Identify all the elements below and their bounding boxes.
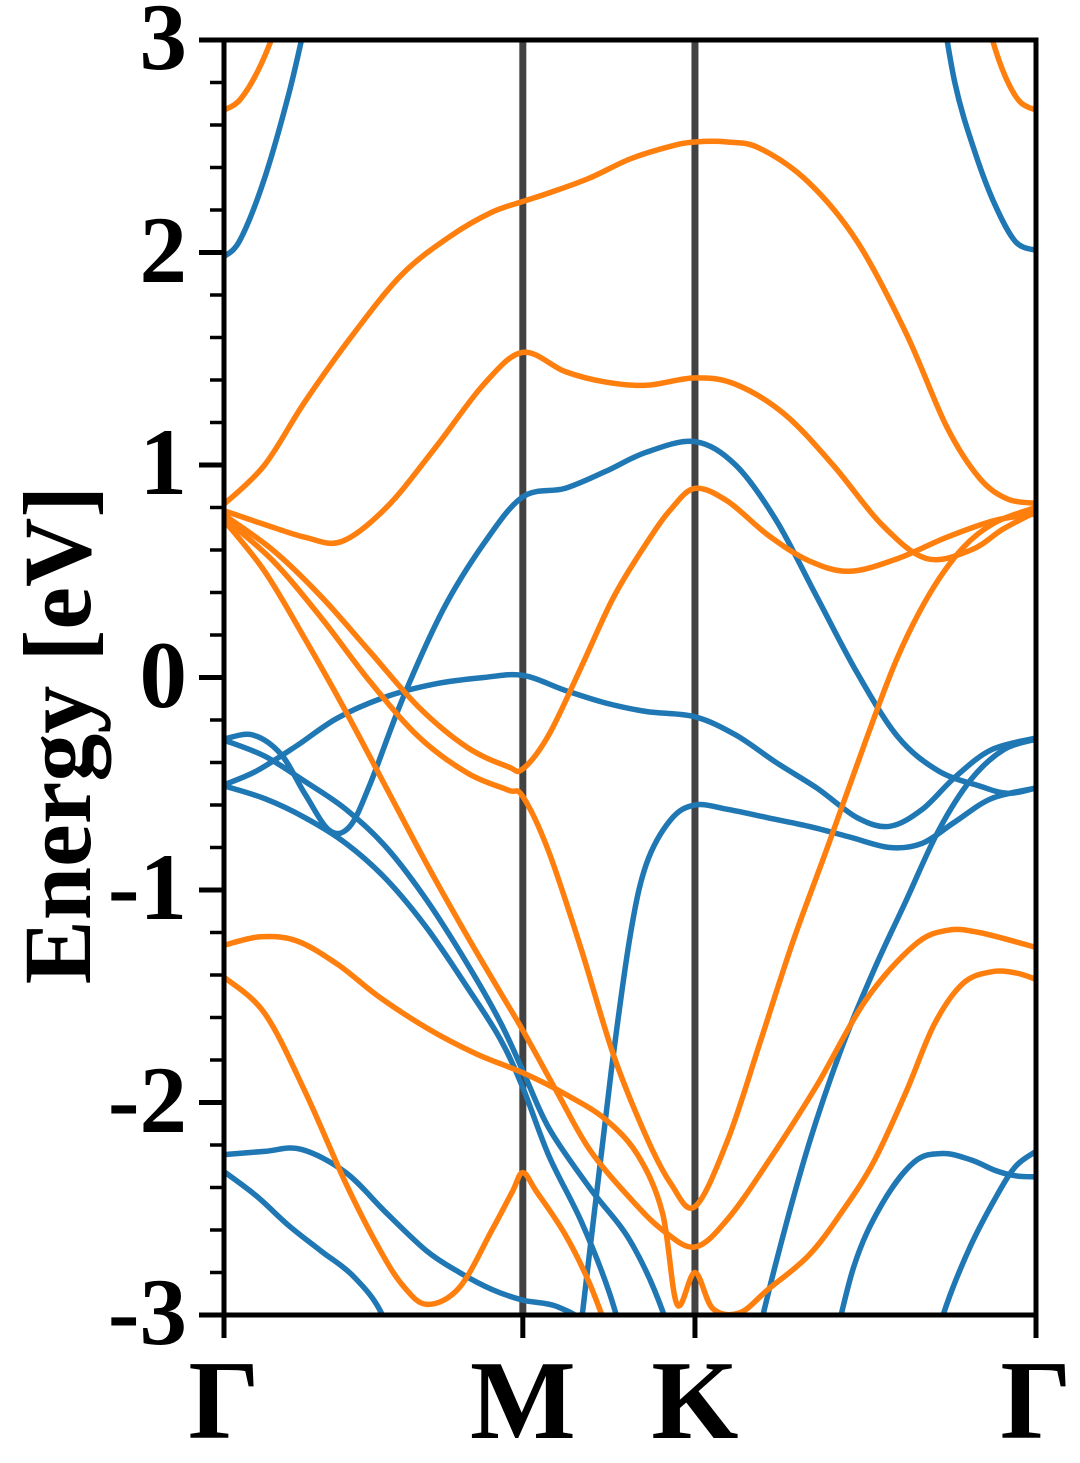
- bands-orange-curve: [224, 349, 1036, 563]
- bands-blue-curve: [224, 438, 1036, 837]
- bands-orange-curve: [224, 974, 605, 1315]
- bands-blue-curve: [224, 1145, 580, 1315]
- bands-orange-curve: [224, 517, 1036, 1250]
- bands-orange-curve: [224, 504, 1036, 1211]
- bands-blue: [224, 40, 1036, 1315]
- plot-spines: [221, 37, 1039, 1318]
- bands-blue-curve: [224, 40, 305, 260]
- bands-blue-curve: [224, 737, 667, 1315]
- bands-orange-curve: [224, 138, 1036, 508]
- bands-blue-curve: [944, 40, 1036, 254]
- bands-orange-curve: [224, 933, 1036, 1315]
- bands-blue-curve: [940, 1148, 1036, 1315]
- bands-blue-curve: [760, 736, 1036, 1315]
- bands-orange-curve: [989, 40, 1036, 113]
- y-tick-label: 0: [139, 621, 188, 728]
- bands-blue-curve: [224, 671, 1036, 830]
- bands-orange: [224, 40, 1036, 1315]
- bands-blue-curve: [224, 783, 620, 1315]
- y-tick-label: -3: [107, 1259, 187, 1365]
- x-tick-label: M: [469, 1339, 576, 1463]
- bands-orange-curve: [224, 485, 1036, 775]
- y-tick-label: -1: [107, 834, 187, 940]
- x-tick-label: K: [651, 1339, 739, 1463]
- ticks: [199, 37, 1039, 1338]
- y-tick-label: 3: [139, 0, 188, 90]
- bands-orange-curve: [224, 40, 275, 113]
- y-tick-label: 2: [139, 196, 188, 303]
- bands-blue-curve: [224, 1168, 386, 1315]
- bands-blue-curve: [579, 785, 1036, 1315]
- x-tick-label: Γ: [188, 1339, 260, 1463]
- y-tick-label: 1: [139, 409, 188, 515]
- x-tick-label: Γ: [1000, 1339, 1072, 1463]
- y-tick-label: -2: [107, 1046, 187, 1153]
